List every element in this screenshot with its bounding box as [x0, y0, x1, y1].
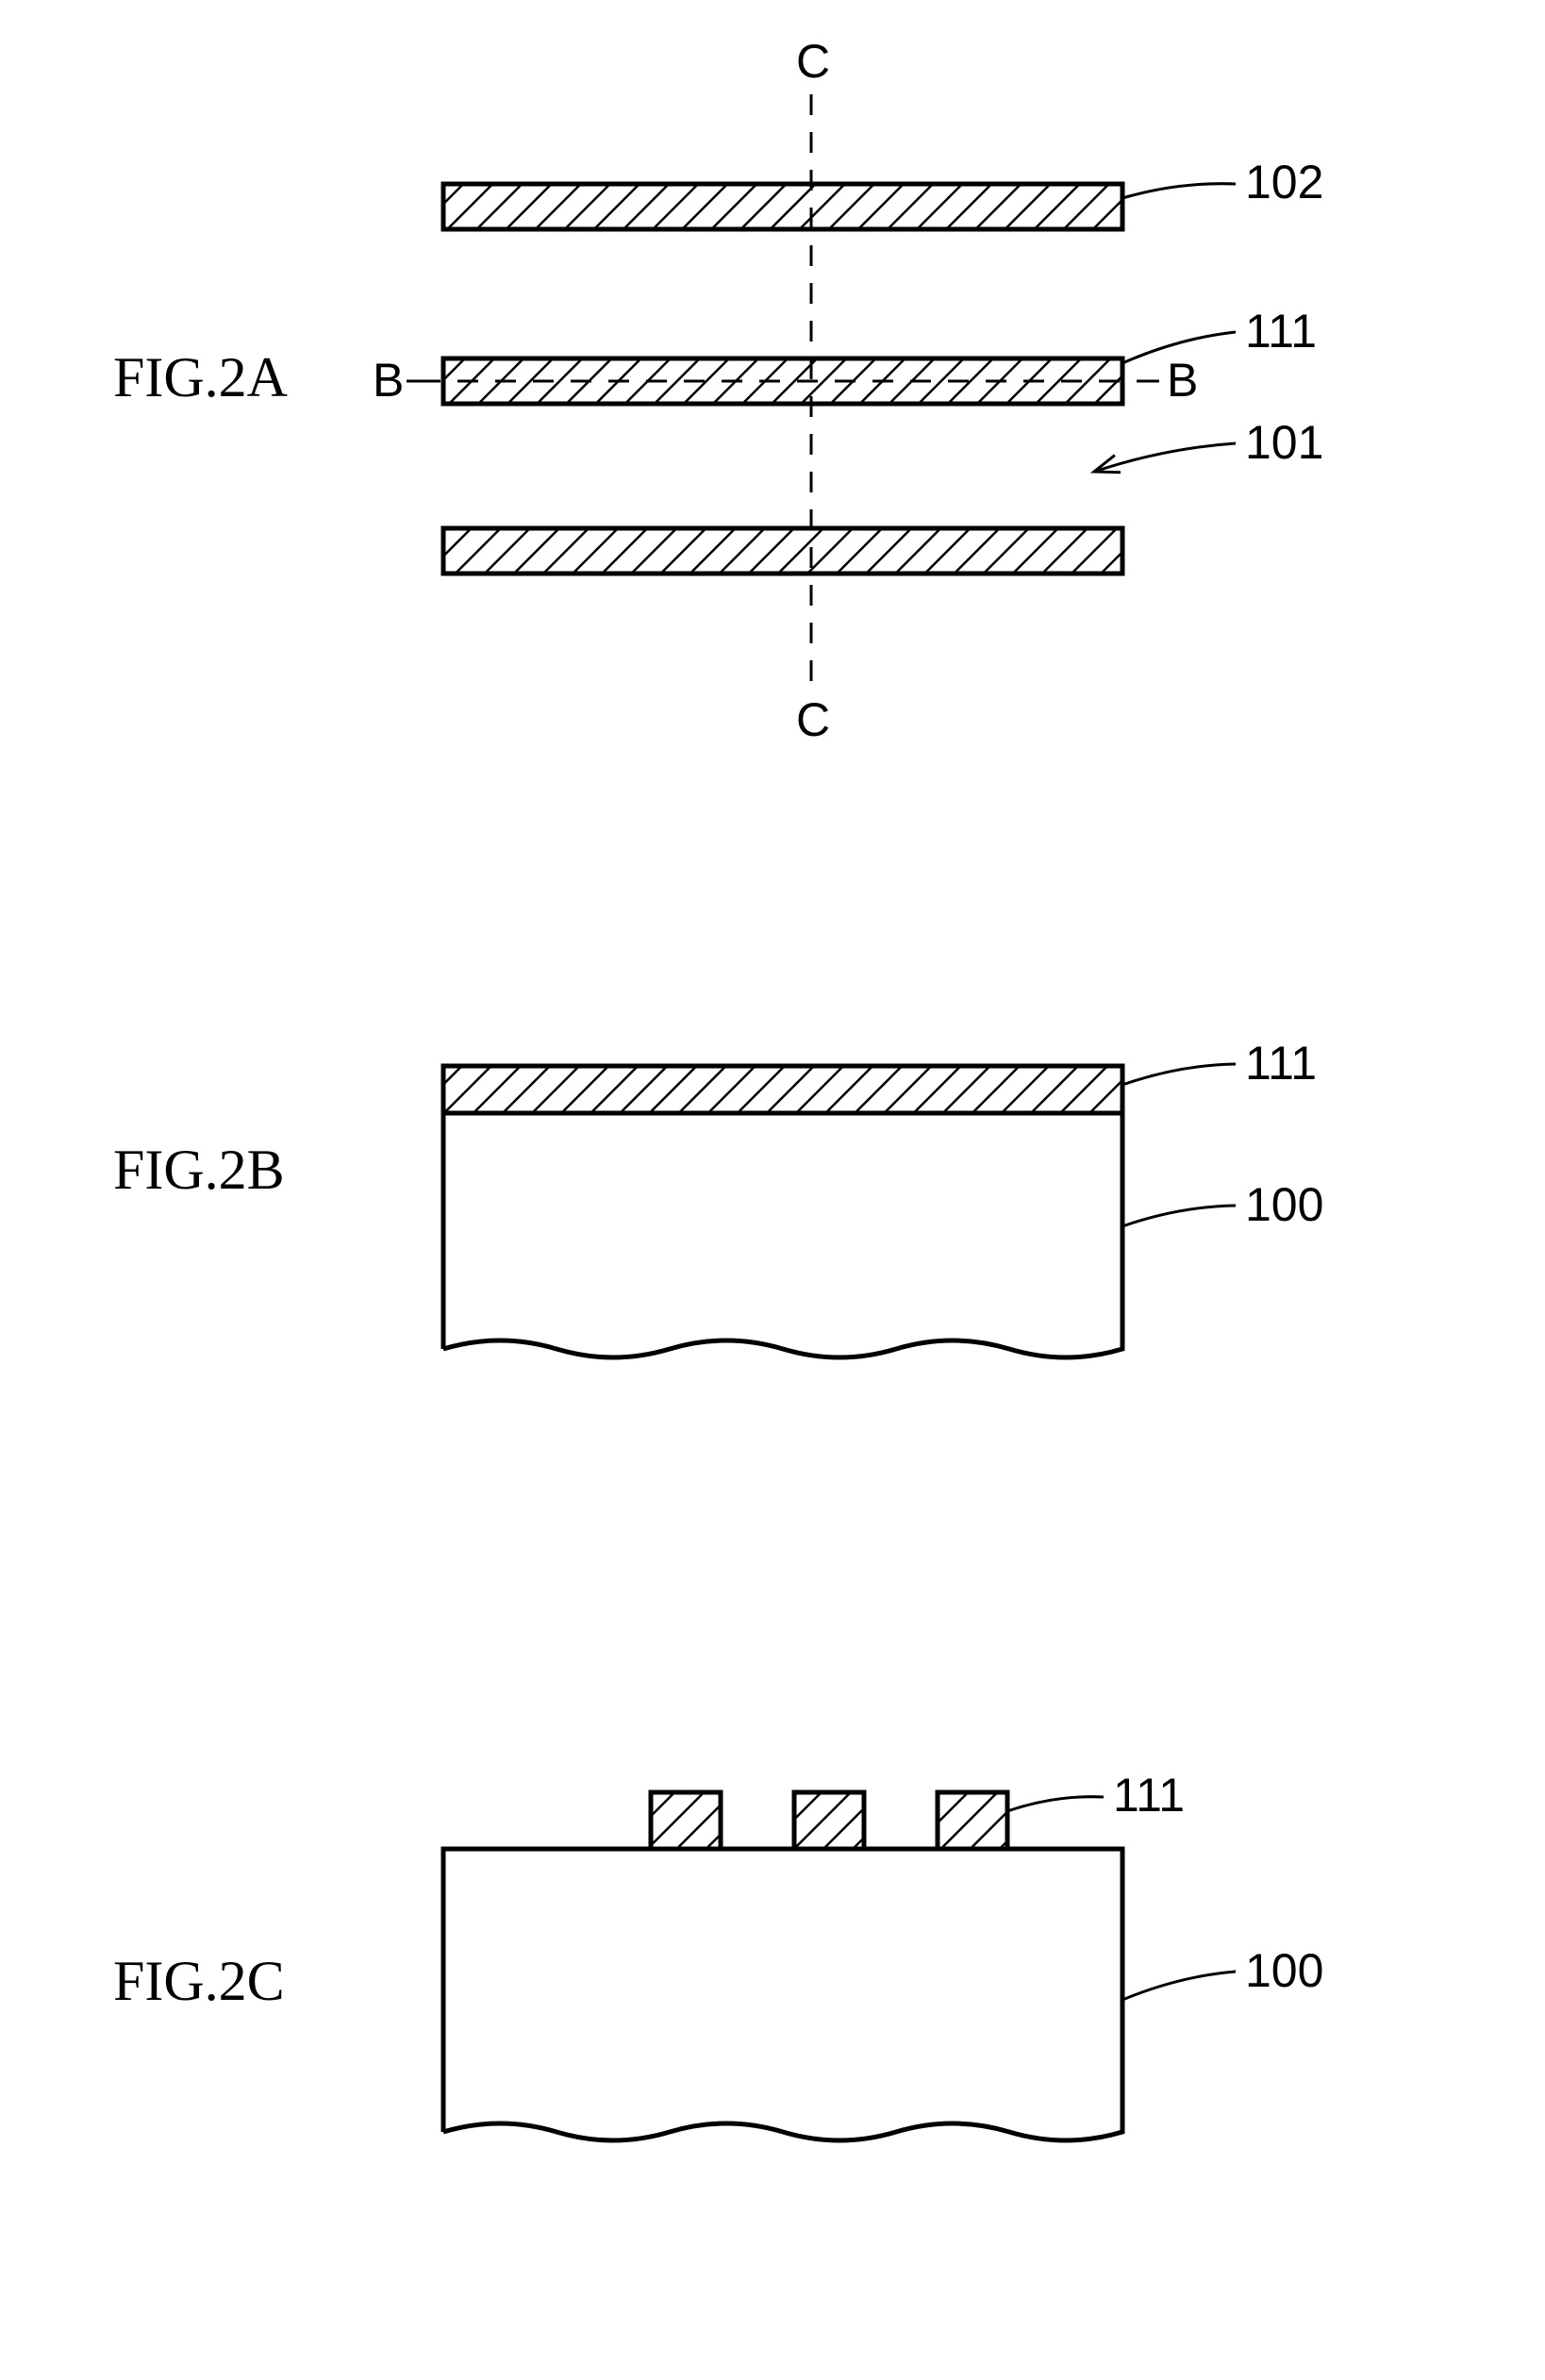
fig2b-callout-1-leader [1122, 1206, 1236, 1226]
fig2b-top-layer [443, 1066, 1122, 1113]
fig2c-block-0 [651, 1792, 721, 1849]
fig2b-callout-0-leader [1122, 1064, 1236, 1085]
fig2c-callout-1-label: 100 [1245, 1944, 1323, 1997]
fig2c-callout-1-leader [1122, 1972, 1236, 2000]
fig2c-callout-0-leader [1007, 1797, 1104, 1811]
fig2a-bar-2 [443, 528, 1122, 574]
fig2c-substrate [443, 1849, 1122, 2140]
diagram-svg: C C B B 102 111 101 FIG.2A 111 100 FIG.2B 111 100 FIG… [0, 0, 1545, 2380]
fig2a-callout-0-leader [1122, 184, 1236, 198]
fig2a-label: FIG.2A [113, 346, 288, 408]
fig2c-block-1 [794, 1792, 864, 1849]
fig2c-label: FIG.2C [113, 1950, 285, 2012]
fig2b-callout-0-label: 111 [1245, 1037, 1317, 1090]
fig2a-section-b-label-left: B [373, 354, 404, 407]
fig2b-callout-1-label: 100 [1245, 1178, 1323, 1231]
fig2a-section-c-label-bottom: C [796, 693, 830, 746]
fig2a-callout-0-label: 102 [1245, 156, 1323, 208]
fig2a-bar-0 [443, 184, 1122, 229]
fig2c-block-2 [938, 1792, 1007, 1849]
fig2a-callout-2-leader [1094, 443, 1236, 472]
fig2a-callout-2-label: 101 [1245, 416, 1323, 469]
fig2c-callout-0-label: 111 [1113, 1769, 1185, 1822]
fig2a-section-b-label-right: B [1167, 354, 1198, 407]
page: C C B B 102 111 101 FIG.2A 111 100 FIG.2B 111 100 FIG… [0, 0, 1545, 2380]
fig2a-section-c-label-top: C [796, 35, 830, 88]
fig2a-callout-1-label: 111 [1245, 305, 1317, 358]
fig2b-label: FIG.2B [113, 1139, 285, 1201]
